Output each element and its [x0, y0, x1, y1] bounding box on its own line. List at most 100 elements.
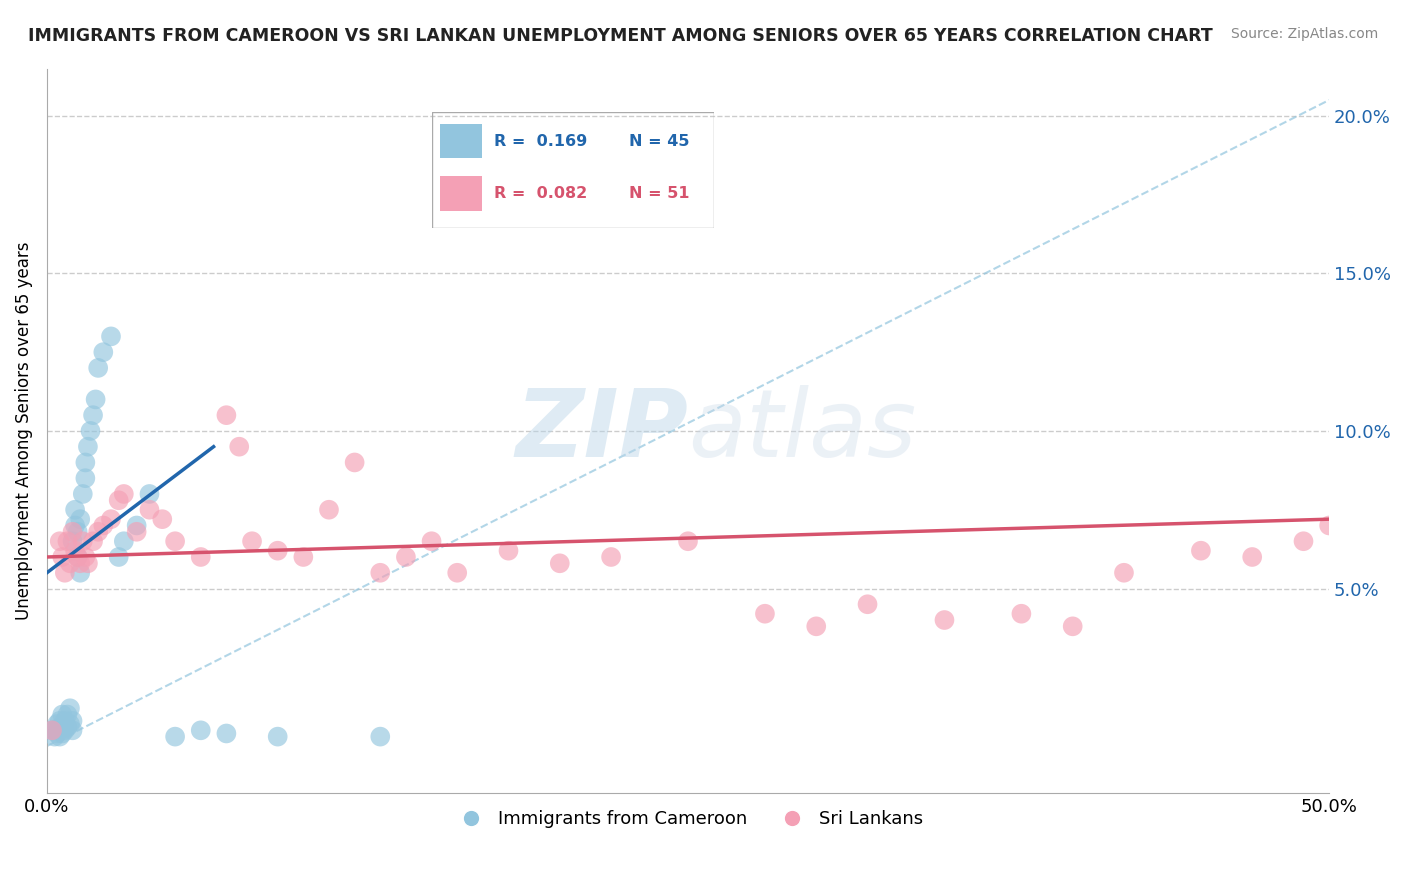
Point	[343, 455, 366, 469]
Point	[215, 726, 238, 740]
Point	[62, 524, 84, 539]
Point	[1189, 543, 1212, 558]
Point	[676, 534, 699, 549]
Point	[165, 730, 187, 744]
Point	[56, 720, 79, 734]
Point	[63, 518, 86, 533]
Text: Source: ZipAtlas.com: Source: ZipAtlas.com	[1230, 27, 1378, 41]
Point	[91, 518, 114, 533]
Point	[548, 556, 571, 570]
Point	[66, 549, 89, 564]
Point	[1062, 619, 1084, 633]
Point	[63, 543, 86, 558]
Point	[41, 723, 63, 738]
Point	[69, 566, 91, 580]
Point	[48, 720, 70, 734]
Point	[51, 720, 73, 734]
Point	[77, 556, 100, 570]
Point	[1112, 566, 1135, 580]
Point	[107, 493, 129, 508]
Point	[1330, 597, 1353, 611]
Point	[498, 543, 520, 558]
Point	[292, 549, 315, 564]
Text: IMMIGRANTS FROM CAMEROON VS SRI LANKAN UNEMPLOYMENT AMONG SENIORS OVER 65 YEARS : IMMIGRANTS FROM CAMEROON VS SRI LANKAN U…	[28, 27, 1213, 45]
Point	[51, 726, 73, 740]
Point	[53, 723, 76, 738]
Point	[368, 730, 391, 744]
Legend: Immigrants from Cameroon, Sri Lankans: Immigrants from Cameroon, Sri Lankans	[446, 803, 931, 835]
Point	[228, 440, 250, 454]
Point	[72, 487, 94, 501]
Point	[107, 549, 129, 564]
Y-axis label: Unemployment Among Seniors over 65 years: Unemployment Among Seniors over 65 years	[15, 242, 32, 620]
Point	[53, 566, 76, 580]
Point	[125, 524, 148, 539]
Point	[1292, 534, 1315, 549]
Point	[190, 723, 212, 738]
Point	[69, 556, 91, 570]
Point	[48, 714, 70, 728]
Point	[66, 524, 89, 539]
Point	[395, 549, 418, 564]
Point	[100, 329, 122, 343]
Point	[138, 487, 160, 501]
Point	[267, 543, 290, 558]
Point	[59, 701, 82, 715]
Point	[48, 730, 70, 744]
Point	[72, 534, 94, 549]
Point	[51, 707, 73, 722]
Point	[91, 345, 114, 359]
Point	[87, 360, 110, 375]
Point	[165, 534, 187, 549]
Point	[48, 534, 70, 549]
Point	[51, 549, 73, 564]
Point	[44, 730, 66, 744]
Point	[59, 556, 82, 570]
Point	[41, 723, 63, 738]
Point	[63, 502, 86, 516]
Point	[420, 534, 443, 549]
Point	[59, 717, 82, 731]
Point	[62, 723, 84, 738]
Point	[1317, 518, 1340, 533]
Point	[44, 723, 66, 738]
Point	[53, 714, 76, 728]
Point	[87, 524, 110, 539]
Point	[856, 597, 879, 611]
Point	[112, 534, 135, 549]
Point	[806, 619, 828, 633]
Point	[75, 471, 97, 485]
Point	[600, 549, 623, 564]
Point	[934, 613, 956, 627]
Point	[1010, 607, 1032, 621]
Point	[62, 714, 84, 728]
Point	[82, 534, 104, 549]
Point	[267, 730, 290, 744]
Point	[215, 408, 238, 422]
Point	[79, 424, 101, 438]
Point	[112, 487, 135, 501]
Point	[84, 392, 107, 407]
Point	[56, 707, 79, 722]
Point	[75, 549, 97, 564]
Point	[446, 566, 468, 580]
Point	[46, 717, 69, 731]
Point	[46, 726, 69, 740]
Point	[69, 512, 91, 526]
Point	[66, 549, 89, 564]
Point	[56, 534, 79, 549]
Point	[318, 502, 340, 516]
Point	[75, 455, 97, 469]
Point	[1241, 549, 1264, 564]
Point	[150, 512, 173, 526]
Point	[125, 518, 148, 533]
Point	[138, 502, 160, 516]
Point	[754, 607, 776, 621]
Point	[100, 512, 122, 526]
Point	[77, 440, 100, 454]
Point	[82, 408, 104, 422]
Text: atlas: atlas	[688, 385, 917, 476]
Point	[190, 549, 212, 564]
Text: ZIP: ZIP	[515, 385, 688, 477]
Point	[368, 566, 391, 580]
